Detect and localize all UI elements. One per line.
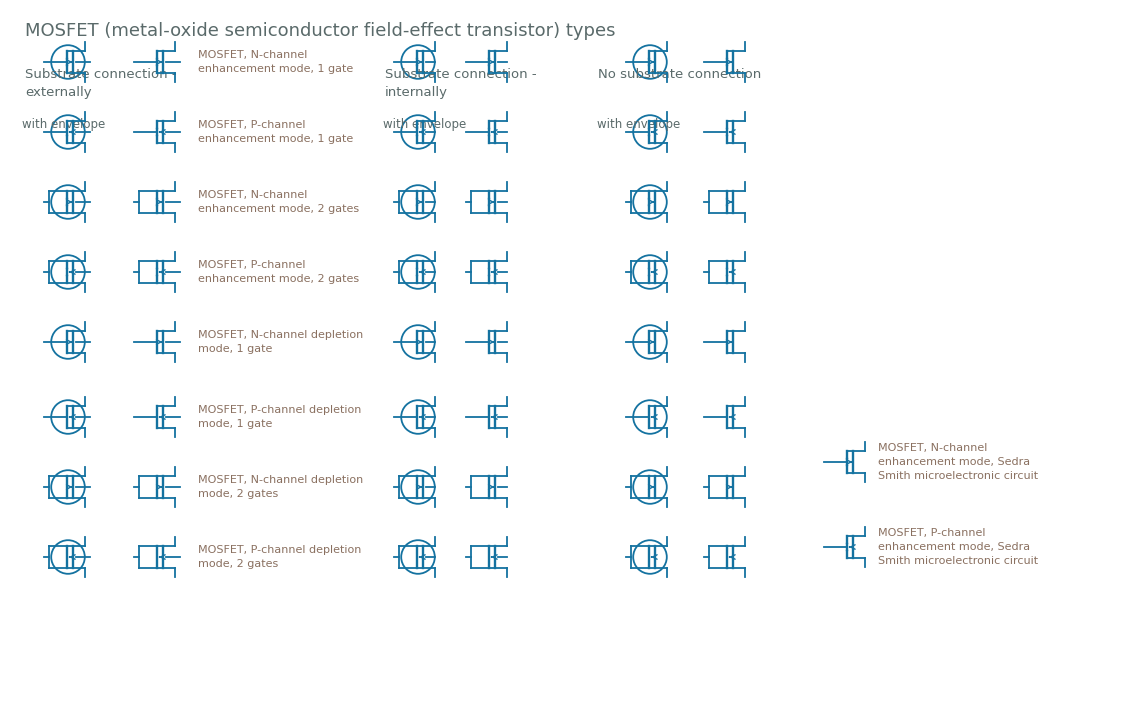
Text: MOSFET, N-channel
enhancement mode, Sedra
Smith microelectronic circuit: MOSFET, N-channel enhancement mode, Sedr… xyxy=(878,443,1038,481)
Text: MOSFET, N-channel depletion
mode, 2 gates: MOSFET, N-channel depletion mode, 2 gate… xyxy=(198,475,363,499)
Text: with envelope: with envelope xyxy=(597,118,680,131)
Text: Substrate connection -
externally: Substrate connection - externally xyxy=(25,68,177,99)
Text: MOSFET, P-channel
enhancement mode, 2 gates: MOSFET, P-channel enhancement mode, 2 ga… xyxy=(198,260,359,284)
Text: MOSFET, N-channel depletion
mode, 1 gate: MOSFET, N-channel depletion mode, 1 gate xyxy=(198,330,363,354)
Text: MOSFET, P-channel
enhancement mode, 1 gate: MOSFET, P-channel enhancement mode, 1 ga… xyxy=(198,120,353,144)
Text: MOSFET, P-channel
enhancement mode, Sedra
Smith microelectronic circuit: MOSFET, P-channel enhancement mode, Sedr… xyxy=(878,528,1038,566)
Text: MOSFET, P-channel depletion
mode, 1 gate: MOSFET, P-channel depletion mode, 1 gate xyxy=(198,405,361,429)
Text: MOSFET, N-channel
enhancement mode, 1 gate: MOSFET, N-channel enhancement mode, 1 ga… xyxy=(198,50,353,74)
Text: Substrate connection -
internally: Substrate connection - internally xyxy=(385,68,537,99)
Text: MOSFET, N-channel
enhancement mode, 2 gates: MOSFET, N-channel enhancement mode, 2 ga… xyxy=(198,190,359,214)
Text: No substrate connection: No substrate connection xyxy=(597,68,761,81)
Text: with envelope: with envelope xyxy=(22,118,105,131)
Text: MOSFET (metal-oxide semiconductor field-effect transistor) types: MOSFET (metal-oxide semiconductor field-… xyxy=(25,22,615,40)
Text: MOSFET, P-channel depletion
mode, 2 gates: MOSFET, P-channel depletion mode, 2 gate… xyxy=(198,545,361,569)
Text: with envelope: with envelope xyxy=(383,118,466,131)
